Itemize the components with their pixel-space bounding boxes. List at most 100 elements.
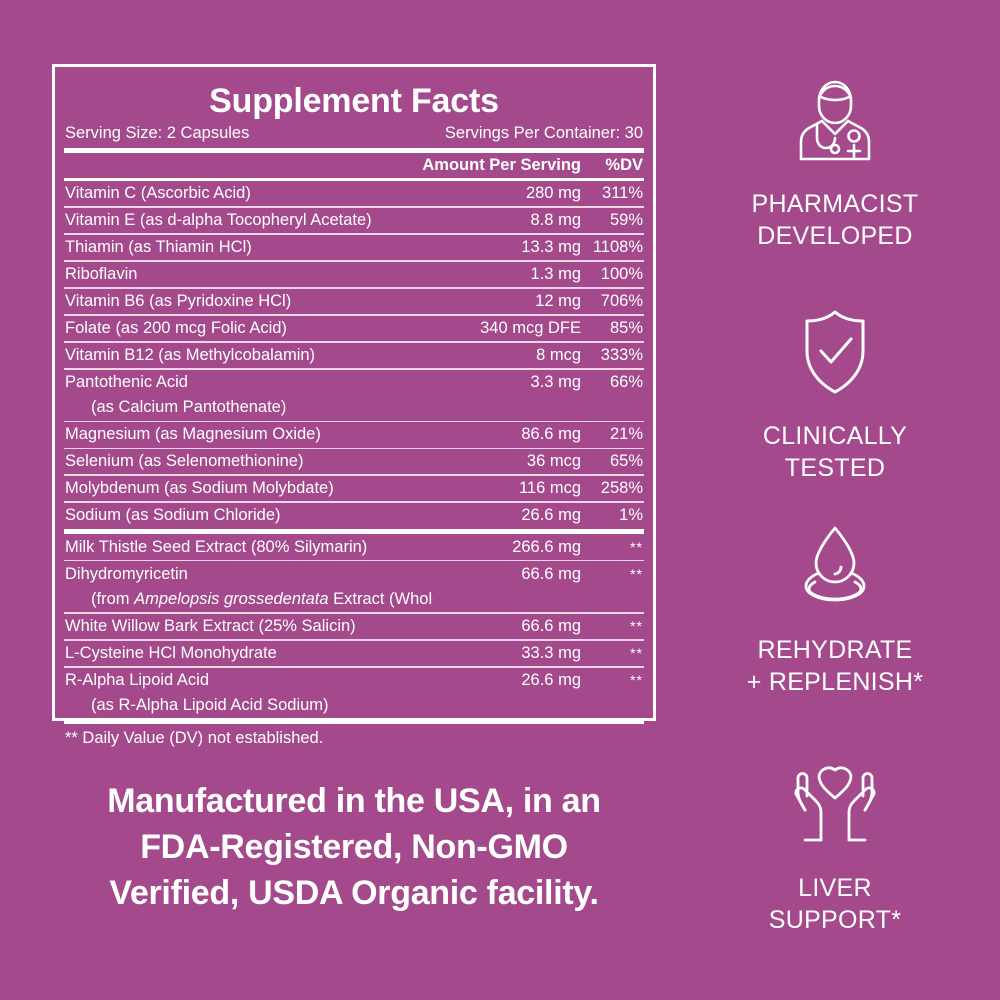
- nutrient-daily-value: 66%: [609, 372, 643, 391]
- benefit-item-liver-support: LIVER SUPPORT*: [690, 748, 980, 936]
- nutrient-amount: 33.3 mg: [521, 643, 581, 662]
- nutrient-amount: 8 mcg: [536, 346, 581, 364]
- nutrient-name: Vitamin B12 (as Methylcobalamin): [65, 346, 316, 364]
- benefit-item-pharmacist-developed: PHARMACIST DEVELOPED: [690, 64, 980, 252]
- manufactured-line-2: FDA-Registered, Non-GMO: [140, 828, 568, 866]
- manufactured-statement: Manufactured in the USA, in an FDA-Regis…: [44, 778, 664, 916]
- nutrient-amount: 66.6 mg: [521, 564, 581, 583]
- table-row: Vitamin E (as d-alpha Tocopheryl Acetate…: [64, 208, 644, 233]
- row-divider: [64, 368, 644, 370]
- hands-heart-icon: [690, 748, 980, 860]
- nutrient-amount: 66.6 mg: [521, 616, 581, 635]
- nutrient-amount: 8.8 mg: [530, 211, 581, 230]
- nutrient-amount: 340 mcg DFE: [480, 319, 581, 338]
- row-divider: [64, 639, 644, 641]
- botanical-table-body: Milk Thistle Seed Extract (80% Silymarin…: [64, 534, 644, 718]
- nutrient-daily-value: 333%: [600, 346, 643, 364]
- row-divider: [64, 474, 644, 477]
- row-divider: [64, 420, 644, 423]
- nutrient-name: Dihydromyricetin: [65, 564, 188, 583]
- nutrient-name: Magnesium (as Magnesium Oxide): [65, 425, 321, 444]
- nutrient-daily-value: 311%: [602, 184, 643, 203]
- benefit-caption-liver-support: LIVER SUPPORT*: [690, 872, 980, 936]
- benefit-item-rehydrate-replenish: REHYDRATE + REPLENISH*: [690, 510, 980, 698]
- shield-check-icon: [690, 296, 980, 408]
- supplement-facts-panel: Supplement Facts Serving Size: 2 Capsule…: [52, 64, 656, 747]
- nutrient-amount: 26.6 mg: [521, 670, 581, 689]
- nutrient-amount: 12 mg: [535, 292, 581, 311]
- serving-size-label: Serving Size: 2 Capsules: [65, 124, 250, 142]
- nutrient-daily-value: 65%: [609, 452, 643, 471]
- row-divider: [64, 447, 644, 450]
- nutrient-name: (as R-Alpha Lipoid Acid Sodium): [91, 696, 329, 715]
- nutrient-name: (as Calcium Pantothenate): [91, 398, 287, 417]
- row-divider: [64, 314, 644, 316]
- benefit-line-1: REHYDRATE: [757, 636, 913, 664]
- table-row: (from Ampelopsis grossedentata Extract (…: [64, 587, 644, 612]
- nutrient-name: Molybdenum (as Sodium Molybdate): [65, 479, 334, 498]
- daily-value-footnote: ** Daily Value (DV) not established.: [65, 729, 324, 748]
- divider-under-header: [64, 178, 644, 181]
- table-row: Vitamin C (Ascorbic Acid) 280 mg 311%: [64, 181, 644, 206]
- nutrient-daily-value: 85%: [609, 319, 643, 338]
- row-divider: [64, 559, 644, 562]
- row-divider: [64, 612, 644, 614]
- nutrient-amount: 1.3 mg: [530, 265, 581, 284]
- table-row: Sodium (as Sodium Chloride) 26.6 mg 1%: [64, 503, 644, 528]
- table-row: Folate (as 200 mcg Folic Acid) 340 mcg DF…: [64, 316, 644, 341]
- nutrient-name: L-Cysteine HCl Monohydrate: [65, 643, 277, 662]
- nutrient-amount: 26.6 mg: [521, 506, 581, 525]
- benefit-item-clinically-tested: CLINICALLY TESTED: [690, 296, 980, 484]
- table-row: Vitamin B6 (as Pyridoxine HCl) 12 mg 706%: [64, 289, 644, 314]
- water-droplet-icon: [690, 510, 980, 622]
- serving-info-row: Serving Size: 2 Capsules Servings Per Co…: [64, 124, 644, 147]
- nutrient-daily-value: **: [630, 671, 643, 688]
- benefit-line-2: SUPPORT*: [768, 906, 902, 934]
- table-row: R-Alpha Lipoid Acid 26.6 mg **: [64, 668, 644, 693]
- nutrient-daily-value: 1108%: [592, 238, 643, 257]
- nutrient-name: Pantothenic Acid: [65, 372, 188, 391]
- nutrient-daily-value: 59%: [609, 211, 643, 230]
- nutrient-name-italic: Ampelopsis grossedentata: [134, 589, 329, 608]
- table-row: Pantothenic Acid 3.3 mg 66%: [64, 370, 644, 395]
- benefit-line-2: DEVELOPED: [757, 222, 913, 250]
- benefit-line-1: LIVER: [798, 874, 872, 902]
- nutrient-name: Vitamin C (Ascorbic Acid): [65, 184, 251, 203]
- nutrient-name: Milk Thistle Seed Extract (80% Silymarin…: [65, 537, 368, 556]
- table-row: Riboflavin 1.3 mg 100%: [64, 262, 644, 287]
- table-row: Magnesium (as Magnesium Oxide) 86.6 mg 21%: [64, 422, 644, 447]
- nutrient-daily-value: 706%: [600, 292, 643, 311]
- nutrient-daily-value: 100%: [600, 265, 643, 284]
- row-divider: [64, 206, 644, 208]
- manufactured-line-1: Manufactured in the USA, in an: [107, 782, 601, 820]
- nutrient-name: Vitamin E (as d-alpha Tocopheryl Acetate…: [65, 211, 372, 230]
- nutrient-daily-value: **: [630, 538, 643, 555]
- divider-mid-thick: [64, 529, 644, 535]
- table-row: L-Cysteine HCl Monohydrate 33.3 mg **: [64, 641, 644, 666]
- row-divider: [64, 341, 644, 343]
- divider-bottom-thick: [64, 719, 644, 725]
- benefits-column: PHARMACIST DEVELOPED CLINICALLY TESTED: [690, 58, 980, 958]
- nutrient-daily-value: 21%: [609, 425, 643, 444]
- nutrient-daily-value: **: [630, 617, 643, 634]
- table-row: (as Calcium Pantothenate): [64, 395, 644, 420]
- nutrient-amount: 280 mg: [525, 184, 581, 203]
- column-header-amount: Amount Per Serving: [422, 156, 581, 174]
- row-divider: [64, 233, 644, 235]
- nutrient-name: R-Alpha Lipoid Acid: [65, 670, 210, 689]
- supplement-facts-inner: Supplement Facts Serving Size: 2 Capsule…: [64, 74, 644, 747]
- benefit-caption-clinically-tested: CLINICALLY TESTED: [690, 420, 980, 484]
- benefit-line-1: PHARMACIST: [751, 190, 919, 218]
- page-title: Supplement Facts: [209, 82, 499, 120]
- row-divider: [64, 287, 644, 289]
- nutrient-name: Folate (as 200 mcg Folic Acid): [65, 319, 287, 338]
- nutrient-amount: 36 mcg: [526, 452, 581, 471]
- table-header-row: Amount Per Serving %DV: [64, 153, 644, 178]
- benefit-line-2: + REPLENISH*: [746, 668, 924, 696]
- nutrient-daily-value: **: [630, 565, 643, 582]
- header-spacer: [65, 156, 395, 175]
- nutrient-daily-value: 1%: [619, 506, 643, 525]
- nutrient-daily-value: **: [630, 644, 643, 661]
- nutrient-name: Sodium (as Sodium Chloride): [65, 506, 281, 525]
